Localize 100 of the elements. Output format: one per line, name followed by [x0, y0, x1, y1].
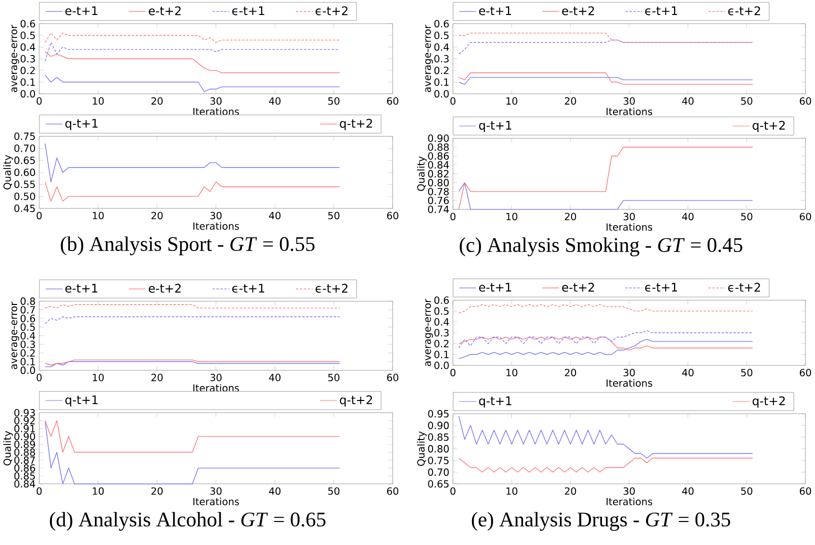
y-tick-label: 0.91: [14, 424, 35, 432]
line-series: [458, 40, 753, 54]
x-tick-label: 10: [506, 487, 518, 495]
x-axis-title: Iterations: [193, 222, 239, 230]
x-tick-label: 60: [800, 212, 812, 220]
y-tick-label: 0.80: [428, 178, 449, 186]
text: (d) Analysis Alcohol - GT = 0.65: [50, 512, 326, 531]
y-tick-label: 0.86: [428, 152, 449, 160]
x-tick-label: 50: [741, 97, 752, 105]
y-tick-label: 0.95: [428, 410, 449, 418]
y-tick-label: 0.0: [20, 366, 36, 374]
y-tick-label: 0.4: [20, 43, 36, 51]
x-tick-label: 50: [328, 374, 340, 382]
legend-label: ϵ-t+1: [645, 6, 678, 16]
x-tick-label: 0: [450, 97, 456, 105]
y-tick-label: 0.93: [14, 408, 35, 416]
x-axis-title: Iterations: [606, 223, 652, 231]
line-series: [44, 182, 340, 202]
y-tick-label: 0.84: [14, 480, 36, 488]
y-tick-label: 0.3: [20, 340, 35, 348]
y-tick-label: 0.8: [20, 297, 36, 305]
y-axis-title: Quality: [417, 156, 427, 191]
x-tick-label: 40: [682, 487, 694, 495]
y-tick-label: 0.5: [434, 307, 449, 315]
x-tick-label: 50: [328, 212, 340, 220]
x-tick-label: 30: [624, 97, 635, 105]
x-axis-title: Iterations: [193, 498, 239, 506]
line-series: [44, 316, 340, 324]
x-tick-label: 30: [210, 212, 222, 220]
y-tick-label: 0.2: [20, 349, 35, 357]
y-tick-label: 0.87: [14, 456, 35, 464]
y-tick-label: 0.76: [428, 196, 449, 204]
y-axis-title: average-error: [12, 302, 20, 370]
x-axis-title: Iterations: [606, 379, 652, 387]
x-tick-label: 20: [151, 487, 163, 495]
legend-label: e-t+2: [148, 6, 181, 16]
y-tick-label: 0.5: [434, 32, 449, 40]
x-tick-label: 50: [328, 487, 340, 495]
x-axis-title: Iterations: [606, 108, 652, 116]
y-tick-label: 0.84: [428, 161, 449, 169]
line-series: [458, 330, 753, 348]
text: (e) Analysis Drugs - GT = 0.35: [472, 512, 730, 531]
x-tick-label: 20: [564, 97, 576, 105]
x-tick-label: 60: [800, 368, 812, 376]
y-tick-label: 0.65: [14, 156, 35, 164]
x-tick-label: 30: [624, 212, 635, 220]
y-tick-label: 0.0: [434, 362, 449, 370]
x-tick-label: 30: [624, 487, 635, 495]
y-tick-label: 0.6: [20, 20, 36, 28]
y-tick-label: 0.6: [434, 20, 449, 28]
x-tick-label: 30: [210, 374, 222, 382]
x-tick-label: 50: [741, 487, 752, 495]
y-axis-title: Quality: [3, 430, 13, 466]
y-axis-title: average-error: [425, 24, 433, 92]
y-tick-label: 0.2: [434, 66, 448, 74]
line-series: [44, 42, 340, 62]
legend-label: e-t+2: [562, 6, 594, 16]
x-tick-label: 40: [269, 374, 280, 382]
x-tick-label: 50: [741, 368, 752, 376]
x-tick-label: 10: [92, 487, 104, 495]
x-tick-label: 40: [682, 368, 694, 376]
y-tick-label: 0.90: [428, 134, 449, 142]
x-tick-label: 60: [387, 374, 398, 382]
y-tick-label: 0.1: [434, 78, 449, 86]
x-tick-label: 60: [387, 487, 398, 495]
y-tick-label: 0.7: [20, 306, 35, 314]
legend-label: e-t+2: [562, 282, 594, 292]
legend-label: q-t+1: [65, 118, 98, 130]
x-tick-label: 0: [450, 212, 456, 220]
line-series: [44, 143, 340, 182]
y-tick-label: 0.75: [428, 456, 449, 464]
y-tick-label: 0.88: [14, 448, 36, 456]
y-tick-label: 0.4: [20, 332, 36, 340]
y-tick-label: 0.74: [428, 206, 449, 214]
y-tick-label: 0.50: [14, 192, 36, 200]
x-tick-label: 20: [151, 212, 163, 220]
legend-label: ϵ-t+2: [728, 282, 760, 292]
line-series: [458, 416, 753, 458]
y-tick-label: 0.86: [14, 464, 36, 472]
x-axis-title: Iterations: [606, 498, 652, 506]
y-tick-label: 0.55: [14, 180, 35, 188]
legend-label: q-t+2: [340, 118, 372, 130]
legend-label: e-t+2: [148, 284, 181, 293]
y-tick-label: 0.88: [428, 143, 449, 151]
y-tick-label: 0.2: [20, 66, 35, 74]
x-tick-label: 10: [506, 368, 518, 376]
line-series: [458, 32, 753, 43]
legend-label: q-t+2: [340, 395, 372, 407]
x-axis-title: Iterations: [193, 108, 239, 116]
y-tick-label: 0.70: [428, 468, 449, 476]
x-tick-label: 0: [36, 487, 42, 495]
y-tick-label: 0.6: [20, 314, 36, 322]
y-axis-title: average-error: [12, 24, 20, 92]
x-tick-label: 40: [682, 97, 694, 105]
line-series: [458, 72, 753, 85]
line-series: [458, 336, 753, 350]
x-tick-label: 0: [36, 97, 42, 105]
x-tick-label: 20: [151, 374, 163, 382]
x-tick-label: 50: [328, 97, 340, 105]
y-axis-title: Quality: [3, 154, 13, 190]
